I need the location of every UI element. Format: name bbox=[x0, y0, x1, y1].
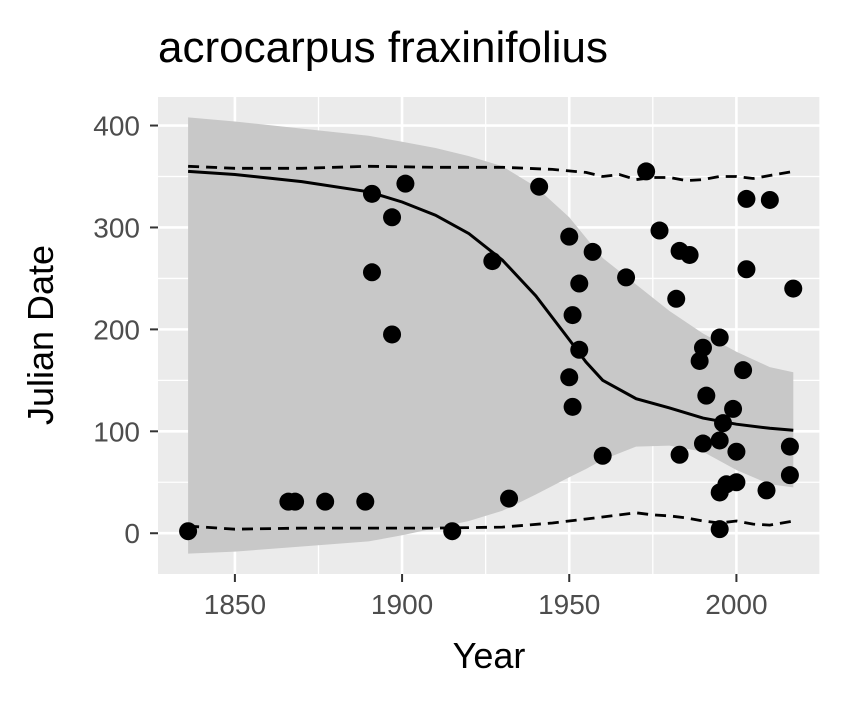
data-point bbox=[757, 481, 776, 500]
data-point bbox=[693, 338, 712, 357]
y-tick-label: 200 bbox=[93, 314, 140, 345]
data-point bbox=[563, 397, 582, 416]
data-point bbox=[734, 361, 753, 380]
y-axis: 0 100 200 300 400 bbox=[93, 111, 158, 549]
data-point bbox=[724, 399, 743, 418]
x-tick-label: 2000 bbox=[705, 589, 767, 620]
data-point bbox=[710, 520, 729, 539]
data-point bbox=[637, 162, 656, 181]
data-point bbox=[179, 522, 198, 541]
data-point bbox=[714, 414, 733, 433]
data-point bbox=[693, 434, 712, 453]
data-point bbox=[560, 368, 579, 387]
data-point bbox=[780, 437, 799, 456]
data-point bbox=[710, 328, 729, 347]
data-point bbox=[680, 245, 699, 264]
data-point bbox=[667, 289, 686, 308]
lower-dashed-line bbox=[188, 511, 794, 531]
data-point bbox=[356, 492, 375, 511]
fit-line bbox=[188, 169, 794, 432]
data-point bbox=[530, 177, 549, 196]
data-point bbox=[500, 489, 519, 508]
data-point bbox=[727, 442, 746, 461]
data-point bbox=[570, 340, 589, 359]
x-tick-label: 1950 bbox=[538, 589, 600, 620]
data-point bbox=[560, 227, 579, 246]
data-point bbox=[362, 263, 381, 282]
data-point bbox=[727, 473, 746, 492]
data-point bbox=[383, 325, 402, 344]
data-point bbox=[563, 306, 582, 325]
data-point bbox=[737, 260, 756, 279]
y-axis-title: Julian Date bbox=[20, 245, 61, 425]
data-point bbox=[396, 174, 415, 193]
y-tick-label: 300 bbox=[93, 212, 140, 243]
y-tick-label: 100 bbox=[93, 416, 140, 447]
data-point bbox=[710, 431, 729, 450]
x-tick-label: 1850 bbox=[204, 589, 266, 620]
data-point bbox=[737, 189, 756, 208]
data-point bbox=[570, 274, 589, 293]
x-axis: 1850 1900 1950 2000 bbox=[204, 574, 768, 620]
data-point bbox=[583, 242, 602, 261]
data-point bbox=[780, 466, 799, 485]
data-point bbox=[286, 492, 305, 511]
data-point bbox=[697, 386, 716, 405]
data-point bbox=[483, 252, 502, 271]
data-point bbox=[784, 279, 803, 298]
y-tick-label: 0 bbox=[124, 518, 140, 549]
data-point bbox=[670, 445, 689, 464]
data-point bbox=[443, 522, 462, 541]
x-axis-title: Year bbox=[453, 635, 526, 676]
x-tick-label: 1900 bbox=[371, 589, 433, 620]
data-point bbox=[650, 221, 669, 240]
upper-dashed-line bbox=[188, 164, 794, 183]
data-point bbox=[362, 184, 381, 203]
confidence-ribbon bbox=[188, 117, 794, 554]
data-point bbox=[617, 268, 636, 287]
data-point bbox=[593, 446, 612, 465]
data-point bbox=[760, 190, 779, 209]
data-point bbox=[383, 208, 402, 227]
data-points bbox=[179, 162, 803, 541]
chart-title: acrocarpus fraxinifolius bbox=[158, 23, 608, 72]
y-tick-label: 400 bbox=[93, 111, 140, 142]
data-point bbox=[316, 492, 335, 511]
